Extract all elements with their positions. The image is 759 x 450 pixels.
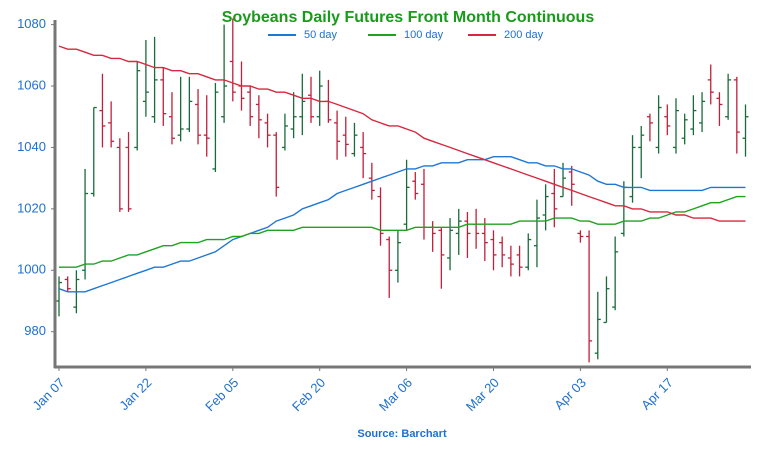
x-tick-label: Mar 06 [376,375,415,414]
ma-line [58,155,746,293]
ma-line [59,195,746,268]
y-tick-label: 1080 [17,16,46,31]
legend-label: 200 day [504,29,544,41]
chart-title: Soybeans Daily Futures Front Month Conti… [222,9,595,26]
y-tick-label: 980 [24,323,46,338]
x-tick-label: Jan 07 [29,375,67,413]
legend-label: 100 day [404,29,444,41]
x-tick-label: Apr 03 [551,375,589,413]
x-tick-label: Feb 20 [289,375,328,414]
x-tick-label: Jan 22 [116,375,154,413]
y-tick-label: 1040 [17,139,46,154]
x-tick-label: Mar 20 [463,375,502,414]
legend-label: 50 day [304,29,338,41]
y-tick-label: 1020 [17,200,46,215]
x-tick-label: Feb 05 [202,375,241,414]
ohlc-bars [56,18,749,363]
y-tick-label: 1060 [17,77,46,92]
ma-line [58,45,746,222]
y-tick-label: 1000 [17,262,46,277]
source: Source: Barchart [357,428,447,440]
x-tick-label: Apr 17 [638,375,676,413]
